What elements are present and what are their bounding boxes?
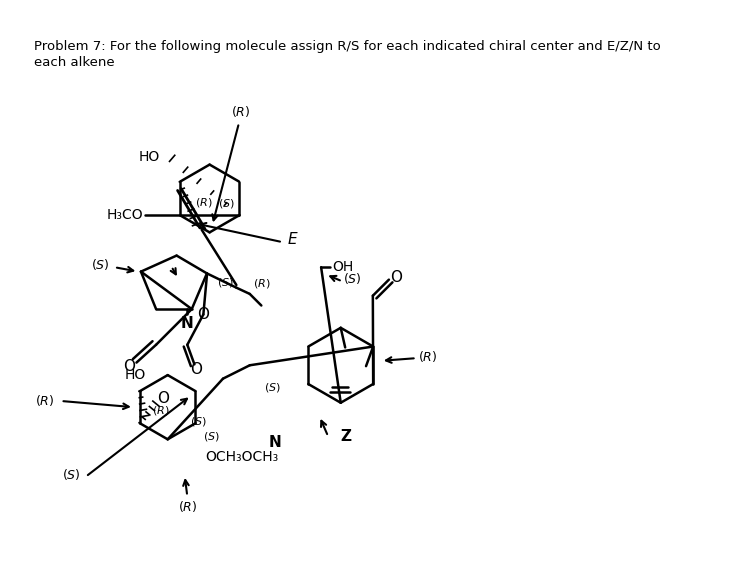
Text: $E$: $E$	[287, 231, 298, 247]
Text: $(S)$: $(S)$	[218, 197, 235, 210]
Text: O: O	[124, 359, 136, 374]
Text: $(R)$: $(R)$	[152, 404, 169, 417]
Text: $(R)$: $(R)$	[177, 499, 197, 514]
Text: $(S)$: $(S)$	[91, 257, 110, 272]
Text: O: O	[157, 391, 169, 406]
Text: $(S)$: $(S)$	[218, 276, 234, 289]
Text: $(R)$: $(R)$	[231, 104, 250, 119]
Text: $(R)$: $(R)$	[419, 349, 438, 364]
Text: Z: Z	[340, 429, 352, 444]
Text: O: O	[390, 270, 402, 286]
Text: N: N	[181, 316, 194, 331]
Text: HO: HO	[139, 149, 159, 164]
Text: each alkene: each alkene	[34, 56, 115, 69]
Text: OH: OH	[332, 260, 353, 274]
Text: $(R)$: $(R)$	[253, 276, 270, 290]
Text: $(S)$: $(S)$	[203, 430, 220, 443]
Text: H₃CO: H₃CO	[107, 209, 144, 222]
Text: HO: HO	[124, 368, 145, 382]
Text: N: N	[268, 435, 281, 450]
Text: $(S)$: $(S)$	[62, 467, 80, 482]
Text: $(S)$: $(S)$	[189, 415, 206, 428]
Text: $(R)$: $(R)$	[194, 196, 212, 209]
Text: O: O	[197, 307, 209, 322]
Text: $(R)$: $(R)$	[35, 393, 54, 409]
Text: O: O	[190, 363, 202, 377]
Text: Problem 7: For the following molecule assign R/S for each indicated chiral cente: Problem 7: For the following molecule as…	[34, 40, 661, 52]
Text: $(S)$: $(S)$	[343, 271, 361, 286]
Text: $(S)$: $(S)$	[264, 381, 280, 394]
Text: OCH₃OCH₃: OCH₃OCH₃	[205, 450, 279, 464]
